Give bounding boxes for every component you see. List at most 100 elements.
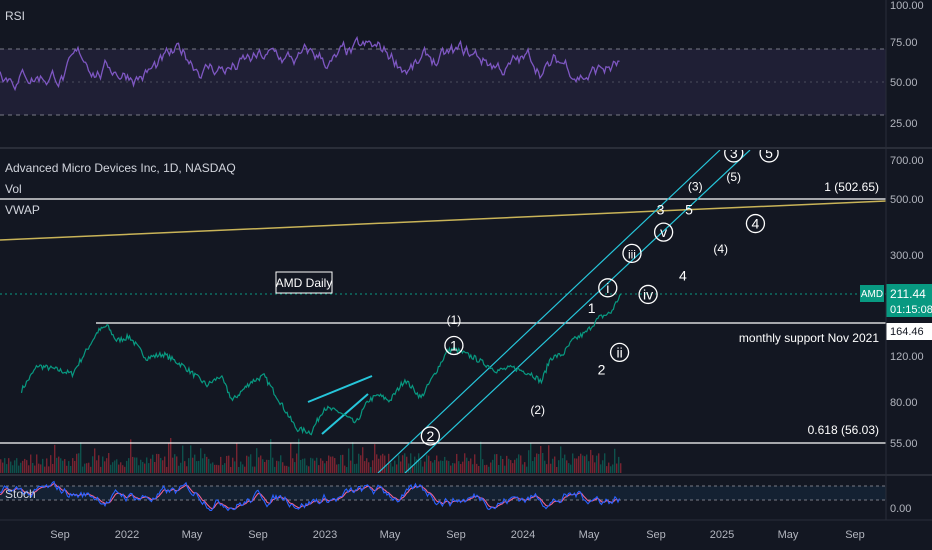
- volume-bar: [430, 461, 432, 473]
- volume-bar: [100, 466, 102, 473]
- wave-label-text: ii: [616, 344, 622, 360]
- volume-bar: [208, 458, 210, 473]
- volume-bar: [384, 455, 386, 473]
- volume-bar: [482, 459, 484, 473]
- volume-bar: [274, 466, 276, 473]
- wave-label-text: (5): [726, 170, 741, 184]
- volume-bar: [462, 461, 464, 473]
- volume-bar: [296, 453, 298, 473]
- volume-bar: [20, 462, 22, 473]
- volume-bar: [350, 460, 352, 473]
- wave-label: 2: [420, 426, 441, 446]
- volume-bar: [474, 454, 476, 473]
- volume-bar: [212, 462, 214, 473]
- volume-bar: [150, 458, 152, 473]
- wave-label-text: 4: [679, 267, 687, 283]
- volume-bar: [52, 463, 54, 473]
- wave-label: 3: [724, 150, 744, 163]
- price-tick-300: 300.00: [890, 250, 924, 262]
- volume-bar: [242, 464, 244, 473]
- volume-bar: [608, 462, 610, 473]
- volume-bar: [126, 460, 128, 473]
- volume-bar: [70, 465, 72, 473]
- wave-label: iv: [638, 284, 658, 305]
- volume-bar: [472, 464, 474, 473]
- chart-title[interactable]: Advanced Micro Devices Inc, 1D, NASDAQ: [5, 161, 236, 175]
- volume-bar: [102, 456, 104, 473]
- volume-bar: [294, 462, 296, 473]
- volume-bar: [252, 466, 254, 473]
- volume-bar: [244, 466, 246, 473]
- wave-label-text: (4): [713, 242, 728, 256]
- level-label-164: monthly support Nov 2021: [739, 331, 879, 345]
- indicator-vol-label[interactable]: Vol: [5, 182, 22, 196]
- volume-bar: [214, 464, 216, 473]
- volume-bar: [556, 466, 558, 473]
- volume-bar: [390, 462, 392, 473]
- volume-bar: [250, 454, 252, 473]
- volume-bar: [352, 442, 354, 473]
- volume-bar: [94, 448, 96, 473]
- channel-line-upper: [404, 150, 751, 473]
- volume-bar: [68, 461, 70, 473]
- volume-bar: [62, 460, 64, 473]
- volume-bar: [136, 457, 138, 473]
- volume-bar: [172, 457, 174, 473]
- volume-bar: [236, 443, 238, 473]
- volume-bar: [348, 448, 350, 473]
- volume-bar: [436, 455, 438, 473]
- volume-bar: [190, 445, 192, 473]
- volume-bars: [0, 438, 622, 473]
- volume-bar: [228, 455, 230, 473]
- volume-bar: [448, 460, 450, 473]
- volume-bar: [300, 459, 302, 473]
- volume-bar: [574, 458, 576, 473]
- volume-bar: [312, 458, 314, 473]
- volume-bar: [528, 450, 530, 473]
- volume-bar: [406, 456, 408, 473]
- volume-bar: [582, 455, 584, 473]
- volume-bar: [174, 454, 176, 473]
- volume-bar: [54, 444, 56, 473]
- price-tick-500: 500.00: [890, 194, 924, 206]
- volume-bar: [114, 460, 116, 473]
- time-tick-sep-2025: Sep: [845, 529, 865, 541]
- volume-bar: [466, 457, 468, 473]
- volume-bar: [12, 465, 14, 473]
- volume-bar: [116, 459, 118, 473]
- volume-bar: [288, 466, 290, 473]
- time-tick-2022: 2022: [115, 529, 139, 541]
- volume-bar: [98, 455, 100, 473]
- volume-bar: [76, 453, 78, 473]
- wave-label: (5): [726, 170, 741, 184]
- stoch-tick-0: 0.00: [890, 503, 911, 515]
- volume-bar: [594, 462, 596, 473]
- rsi-label: RSI: [5, 9, 25, 23]
- volume-bar: [38, 463, 40, 473]
- volume-bar: [456, 453, 458, 473]
- volume-bar: [520, 455, 522, 473]
- wave-label-text: 5: [685, 201, 693, 217]
- wave-label-circle: [622, 243, 642, 264]
- volume-bar: [222, 464, 224, 473]
- volume-bar: [616, 463, 618, 473]
- wave-label-circle: [609, 342, 630, 363]
- indicator-vwap-label[interactable]: VWAP: [5, 203, 40, 217]
- volume-bar: [266, 459, 268, 473]
- volume-bar: [470, 458, 472, 473]
- volume-bar: [64, 459, 66, 473]
- volume-bar: [84, 463, 86, 473]
- volume-bar: [538, 454, 540, 473]
- volume-bar: [580, 453, 582, 473]
- volume-bar: [2, 462, 4, 473]
- volume-bar: [398, 455, 400, 473]
- volume-bar: [154, 461, 156, 473]
- volume-bar: [6, 464, 8, 473]
- volume-bar: [22, 460, 24, 473]
- wave-label-text: i: [606, 280, 609, 296]
- volume-bar: [124, 466, 126, 473]
- volume-bar: [480, 441, 482, 473]
- volume-bar: [82, 466, 84, 473]
